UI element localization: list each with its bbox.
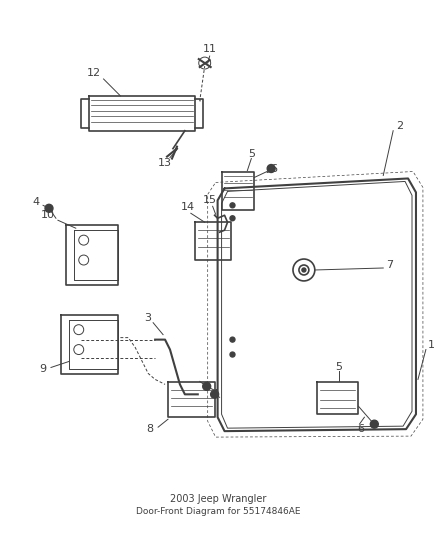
Text: 13: 13 — [158, 158, 172, 167]
Text: 6: 6 — [357, 424, 364, 434]
Circle shape — [302, 268, 306, 272]
Text: 2: 2 — [396, 121, 403, 131]
Text: 4: 4 — [211, 389, 218, 399]
Circle shape — [211, 390, 219, 398]
Text: 10: 10 — [41, 210, 55, 220]
Text: 5: 5 — [335, 362, 342, 373]
Text: 6: 6 — [271, 164, 278, 174]
Text: 11: 11 — [203, 44, 217, 54]
Circle shape — [230, 216, 235, 221]
Text: 9: 9 — [39, 365, 46, 375]
Text: 1: 1 — [428, 340, 435, 350]
Text: 2003 Jeep Wrangler: 2003 Jeep Wrangler — [170, 494, 267, 504]
Circle shape — [230, 337, 235, 342]
Circle shape — [203, 382, 211, 390]
Circle shape — [230, 203, 235, 208]
Text: 3: 3 — [145, 313, 152, 323]
Text: 14: 14 — [181, 203, 195, 212]
Text: 4: 4 — [32, 197, 40, 207]
Text: 7: 7 — [386, 260, 393, 270]
Text: 8: 8 — [147, 424, 154, 434]
Circle shape — [371, 420, 378, 428]
Text: 5: 5 — [248, 149, 255, 159]
Circle shape — [45, 204, 53, 212]
Circle shape — [230, 352, 235, 357]
Text: 15: 15 — [203, 196, 217, 205]
Circle shape — [267, 165, 275, 173]
Text: Door-Front Diagram for 55174846AE: Door-Front Diagram for 55174846AE — [136, 507, 301, 516]
Text: 12: 12 — [87, 68, 101, 78]
